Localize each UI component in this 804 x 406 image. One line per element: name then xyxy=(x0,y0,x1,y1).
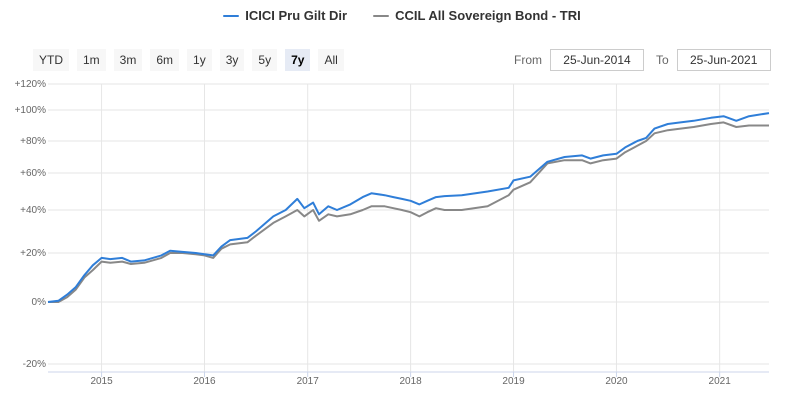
range-button-all[interactable]: All xyxy=(318,49,344,71)
series-line-ccil[interactable] xyxy=(48,121,769,303)
x-tick-label: 2020 xyxy=(605,376,628,387)
y-tick-label: +20% xyxy=(20,248,46,259)
chart-axes: -20% 0% +20% +40% +60% +80% +100% +120% 2015 2016… xyxy=(15,79,769,387)
chart-grid xyxy=(48,83,769,372)
x-tick-label: 2015 xyxy=(90,376,113,387)
legend-item-ccil[interactable]: CCIL All Sovereign Bond - TRI xyxy=(373,8,581,23)
range-button-5y[interactable]: 5y xyxy=(252,49,278,71)
range-button-ytd[interactable]: YTD xyxy=(33,49,69,71)
range-button-3y[interactable]: 3y xyxy=(219,49,245,71)
chart-legend: ICICI Pru Gilt Dir CCIL All Sovereign Bo… xyxy=(0,8,804,23)
legend-label-ccil: CCIL All Sovereign Bond - TRI xyxy=(395,8,581,23)
from-label: From xyxy=(514,53,542,67)
range-button-1y[interactable]: 1y xyxy=(187,49,212,71)
date-range-inputs: From To xyxy=(514,49,771,71)
x-tick-label: 2017 xyxy=(297,376,320,387)
legend-label-icici: ICICI Pru Gilt Dir xyxy=(245,8,348,23)
x-tick-label: 2018 xyxy=(399,376,422,387)
x-tick-label: 2016 xyxy=(193,376,216,387)
range-button-3m[interactable]: 3m xyxy=(113,49,143,71)
y-tick-label: +40% xyxy=(20,205,46,216)
from-date-input[interactable] xyxy=(550,49,644,71)
chart-series xyxy=(47,112,770,303)
legend-swatch-ccil xyxy=(373,14,390,17)
y-tick-label: +120% xyxy=(15,79,47,90)
series-line-icici[interactable] xyxy=(47,112,770,303)
range-button-7y[interactable]: 7y xyxy=(285,49,311,71)
x-tick-label: 2021 xyxy=(709,376,732,387)
to-label: To xyxy=(656,53,669,67)
y-tick-label: 0% xyxy=(32,297,47,308)
y-tick-label: +80% xyxy=(20,136,46,147)
range-selector: YTD 1m 3m 6m 1y 3y 5y 7y All xyxy=(33,49,344,71)
range-button-1m[interactable]: 1m xyxy=(77,49,106,71)
y-tick-label: -20% xyxy=(23,359,46,370)
y-tick-label: +60% xyxy=(20,168,46,179)
range-button-6m[interactable]: 6m xyxy=(150,49,180,71)
to-date-input[interactable] xyxy=(676,49,771,71)
legend-item-icici[interactable]: ICICI Pru Gilt Dir xyxy=(223,8,347,23)
legend-swatch-icici xyxy=(223,14,240,17)
x-tick-label: 2019 xyxy=(502,376,525,387)
y-tick-label: +100% xyxy=(15,105,47,116)
